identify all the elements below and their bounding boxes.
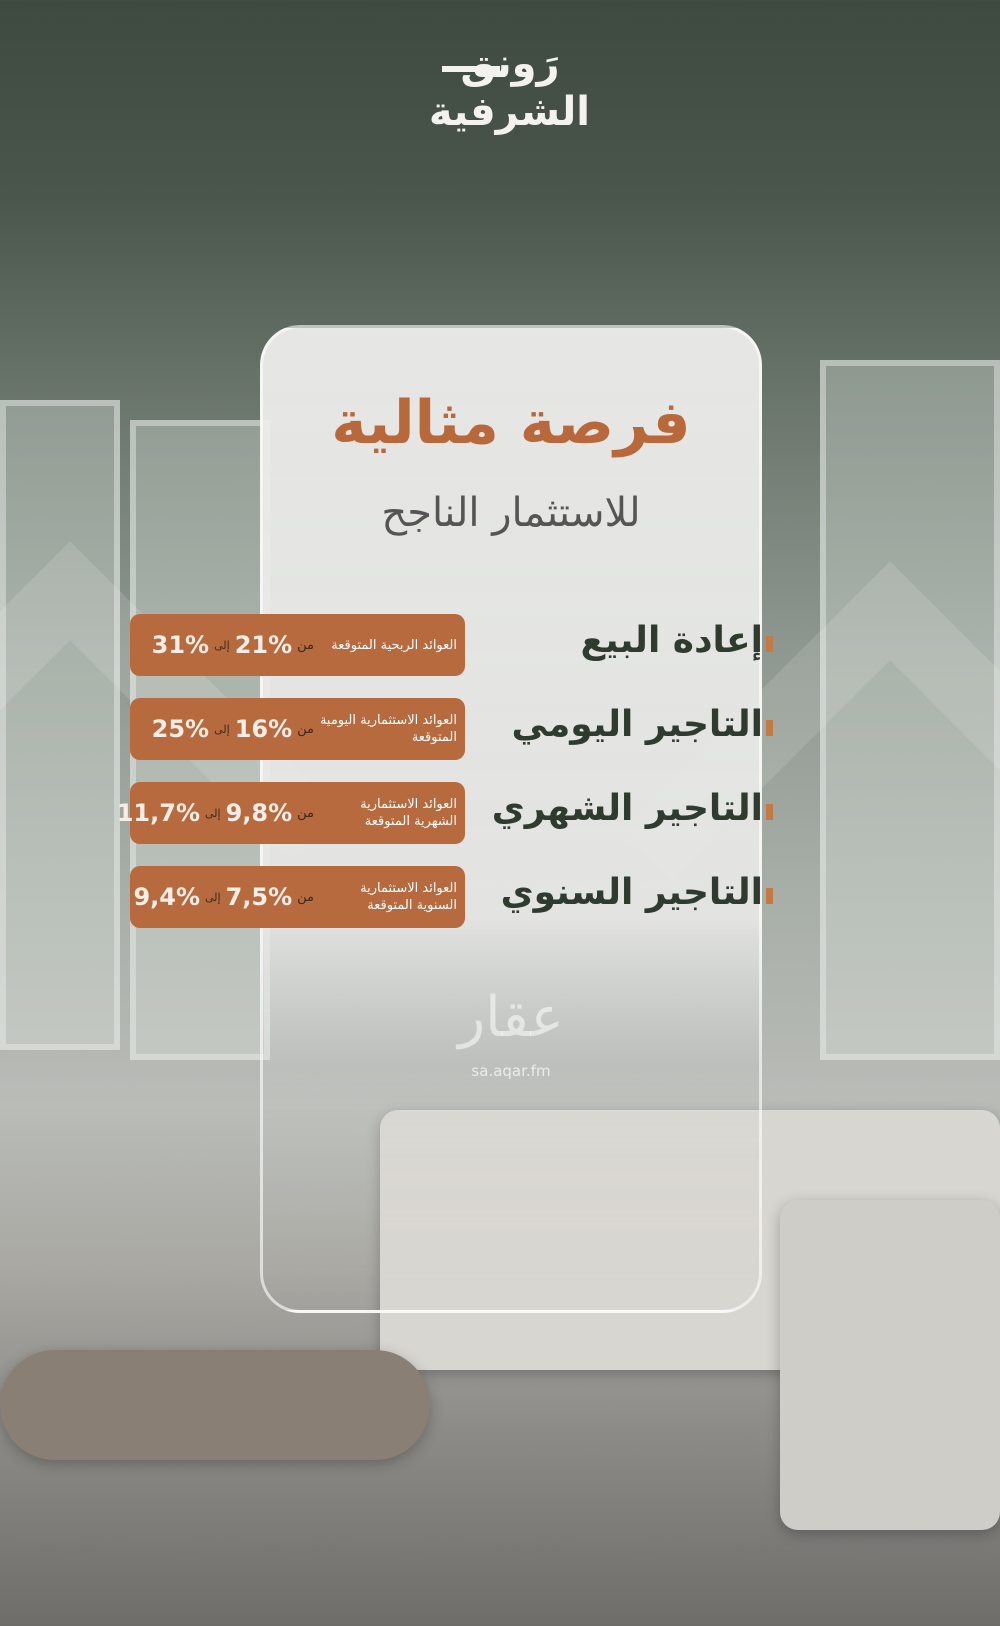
returns-pill: العوائد الربحية المتوقعة من 21% إلى 31% [130, 614, 465, 676]
return-row: التاجير اليومي العوائد الاستثمارية اليوم… [130, 698, 773, 760]
window [0, 400, 120, 1050]
from-value: 21% [234, 631, 293, 659]
to-word: إلى [214, 722, 230, 736]
bullet-icon [766, 804, 773, 820]
from-word: من [297, 805, 314, 821]
return-row: التاجير الشهري العوائد الاستثمارية الشهر… [117, 782, 773, 844]
logo-line-1: رَونق [460, 41, 560, 87]
to-word: إلى [205, 806, 221, 820]
coffee-table [0, 1350, 430, 1460]
watermark-url: sa.aqar.fm [471, 1062, 551, 1080]
bullet-icon [766, 636, 773, 652]
watermark-brand: عقار [458, 985, 564, 1050]
from-value: 7,5% [225, 883, 293, 911]
to-word: إلى [205, 890, 221, 904]
from-word: من [297, 721, 314, 737]
to-value: 25% [151, 715, 210, 743]
row-label: التاجير اليومي [511, 704, 763, 745]
row-label: التاجير الشهري [491, 788, 763, 829]
sofa-arm [780, 1200, 1000, 1530]
headline-subtitle: للاستثمار الناجح [381, 490, 641, 536]
from-value: 16% [234, 715, 293, 743]
headline-title: فرصة مثالية [331, 388, 691, 458]
returns-description: العوائد الاستثمارية اليومية المتوقعة [319, 713, 457, 745]
bullet-icon [766, 720, 773, 736]
returns-pill: العوائد الاستثمارية الشهرية المتوقعة من … [117, 782, 465, 844]
return-row: التاجير السنوي العوائد الاستثمارية السنو… [130, 866, 773, 928]
to-word: إلى [214, 638, 230, 652]
from-value: 9,8% [225, 799, 293, 827]
brand-logo: رَونق الشرفية [428, 40, 590, 136]
window [820, 360, 1000, 1060]
return-row: إعادة البيع العوائد الربحية المتوقعة من … [130, 614, 773, 676]
returns-description: العوائد الاستثمارية الشهرية المتوقعة [360, 797, 457, 829]
to-value: 31% [151, 631, 210, 659]
row-label: التاجير السنوي [500, 872, 763, 913]
row-label: إعادة البيع [580, 620, 763, 661]
returns-description: العوائد الربحية المتوقعة [331, 637, 457, 653]
from-word: من [297, 637, 314, 653]
logo-line-2: الشرفية [428, 89, 590, 135]
returns-pill: العوائد الاستثمارية السنوية المتوقعة من … [130, 866, 465, 928]
from-word: من [297, 889, 314, 905]
bullet-icon [766, 888, 773, 904]
to-value: 9,4% [133, 883, 200, 911]
returns-pill: العوائد الاستثمارية اليومية المتوقعة من … [130, 698, 465, 760]
returns-description: العوائد الاستثمارية السنوية المتوقعة [360, 881, 457, 913]
to-value: 11,7% [116, 799, 200, 827]
